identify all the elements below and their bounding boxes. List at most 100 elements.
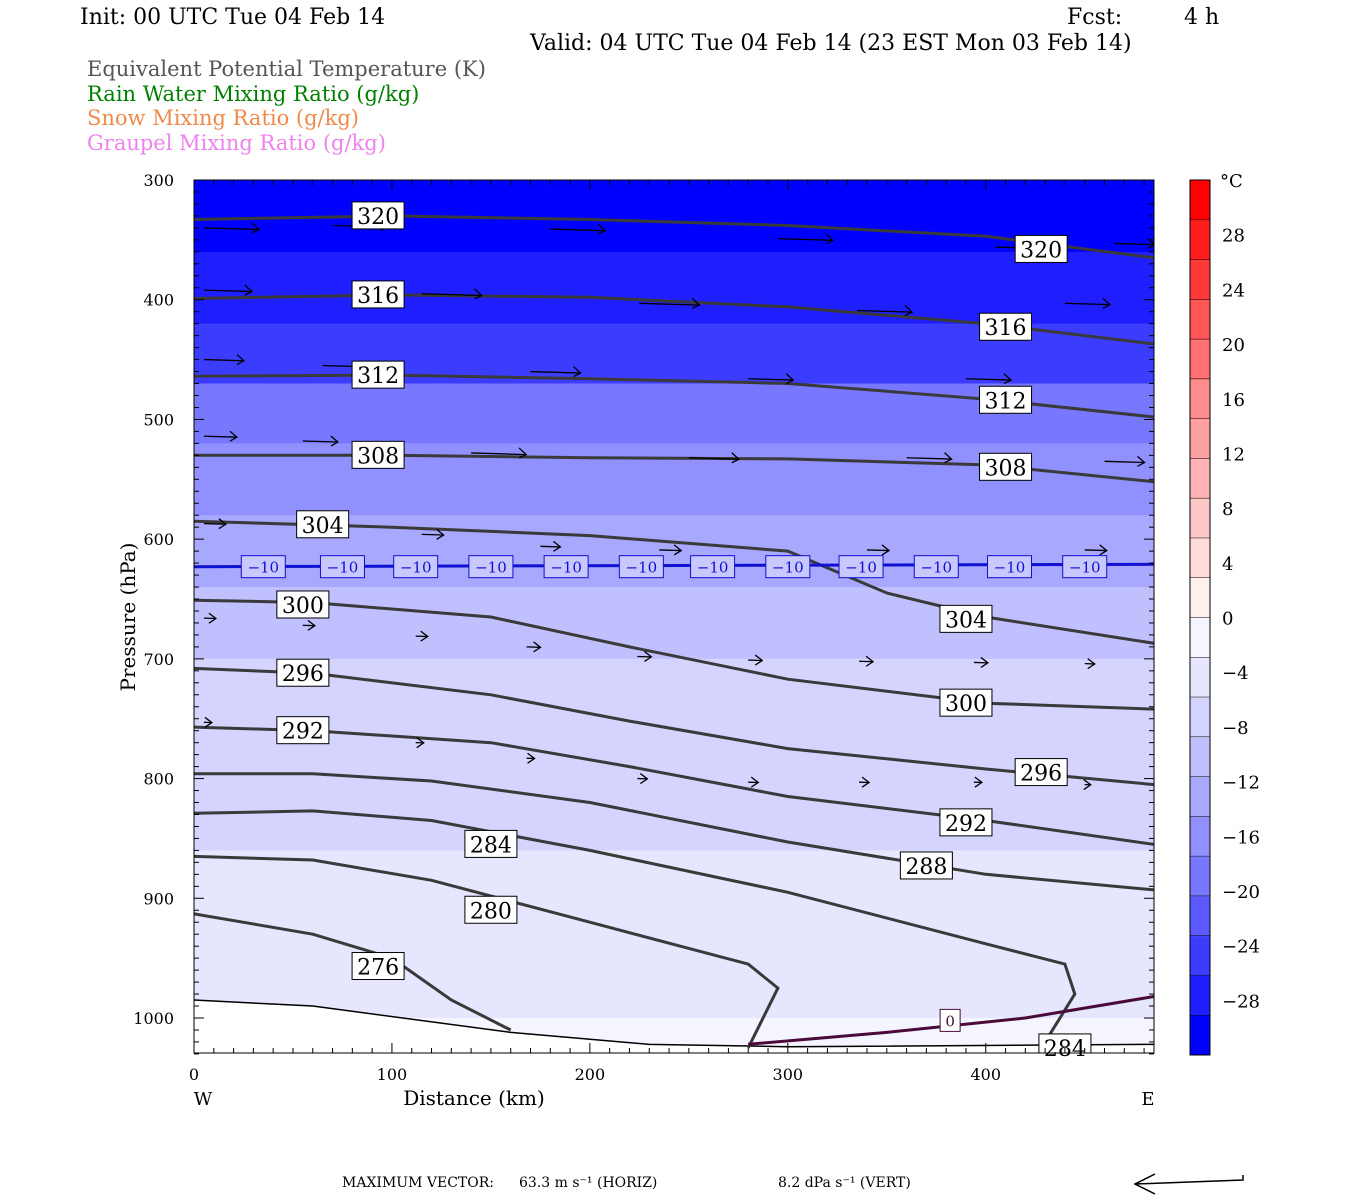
wind-vector-head [639, 773, 649, 785]
wind-vector-head [552, 540, 562, 552]
theta-e-contour-280 [194, 854, 780, 1049]
wind-vector [550, 228, 606, 232]
wind-vector [659, 549, 682, 552]
colorbar-swatch [1190, 299, 1210, 340]
colorbar-swatch [1190, 418, 1210, 459]
isotherm-minus10-label: −10 [475, 559, 507, 577]
theta-e-label-box [276, 658, 330, 687]
wind-vector [906, 457, 952, 460]
wind-vector-head [1083, 779, 1092, 791]
wind-vector-head [204, 716, 214, 728]
wind-vector-head [1146, 237, 1154, 250]
colorbar-tick-label: −24 [1222, 937, 1260, 958]
wind-vector-head [527, 752, 536, 764]
colorbar-tick-label: 4 [1222, 554, 1233, 575]
colorbar-tick-label: 12 [1222, 444, 1245, 465]
colorbar-swatch [1190, 776, 1210, 817]
theta-e-label: 308 [357, 444, 399, 469]
wind-vector [1084, 549, 1107, 552]
theta-e-label-box [979, 312, 1033, 341]
x-tick-label: 300 [773, 1065, 804, 1084]
temperature-band [194, 754, 1154, 852]
theta-e-label-box [464, 829, 518, 858]
isotherm-minus10-label: −10 [772, 559, 804, 577]
x-right-end-label: E [1141, 1089, 1154, 1110]
wind-vector-head [1003, 373, 1013, 385]
theta-e-label: 300 [282, 594, 324, 619]
colorbar-swatch [1190, 617, 1210, 658]
wind-vector [203, 435, 237, 438]
colorbar-tick-label: −16 [1222, 827, 1260, 848]
wind-vector-head [474, 288, 483, 300]
x-tick-label: 100 [377, 1065, 408, 1084]
wind-vector [421, 293, 482, 297]
isotherm-zero-label: 0 [945, 1012, 955, 1030]
theta-e-label-box [1014, 758, 1068, 787]
wind-vector-head [1087, 658, 1096, 670]
wind-vector-head [881, 544, 891, 556]
max-vector-label: MAXIMUM VECTOR: [342, 1175, 494, 1191]
y-tick-label: 700 [143, 650, 174, 669]
theta-e-label-box [351, 360, 405, 389]
wind-vector [777, 238, 833, 241]
wind-vector [1104, 460, 1145, 464]
legend-graupel: Graupel Mixing Ratio (g/kg) [87, 131, 386, 155]
wind-vector-head [518, 447, 528, 459]
wind-vector [540, 545, 561, 548]
colorbar-frame [1189, 179, 1211, 1056]
wind-vector-head [785, 373, 795, 385]
y-tick-label: 500 [143, 410, 174, 429]
isotherm-minus10-label-box [1062, 555, 1108, 579]
theta-e-label: 304 [302, 514, 344, 539]
theta-e-label: 312 [357, 364, 399, 389]
colorbar-swatch [1190, 537, 1210, 579]
colorbar-swatch [1190, 975, 1210, 1016]
theta-e-label-box [939, 604, 993, 633]
colorbar-swatch [1190, 219, 1210, 261]
wind-vector-head [754, 654, 764, 666]
forecast-label: Fcst: [1067, 5, 1123, 30]
theta-e-label-box [939, 808, 993, 837]
wind-vector-head [307, 619, 316, 631]
temperature-band [194, 946, 1154, 1019]
wind-vector [1064, 302, 1110, 306]
colorbar-tick-label: 24 [1222, 280, 1245, 301]
colorbar-swatch [1190, 816, 1210, 857]
colorbar-swatch [1190, 259, 1210, 300]
isotherm-minus10-label: −10 [327, 559, 359, 577]
theta-e-label: 316 [985, 316, 1027, 341]
isotherm-minus10-label: −10 [994, 559, 1026, 577]
wind-vector [866, 549, 890, 552]
wind-vector-head [731, 452, 740, 464]
isotherm-minus10-label-box [618, 555, 664, 579]
colorbar-unit: °C [1220, 171, 1243, 192]
wind-vector [203, 289, 252, 293]
wind-vector-head [229, 430, 239, 442]
wind-vector-head [643, 650, 653, 663]
theta-e-label: 284 [470, 833, 512, 858]
legend-rain-water: Rain Water Mixing Ratio (g/kg) [87, 82, 420, 106]
wind-vector-head [533, 641, 542, 653]
wind-vector-head [251, 222, 261, 234]
y-axis-title: Pressure (hPa) [116, 543, 140, 692]
isotherm-zero-label-box [939, 1008, 961, 1032]
wind-vector [203, 227, 259, 231]
wind-vector [639, 302, 700, 306]
temperature-band [194, 658, 1154, 756]
theta-e-label-box [351, 280, 405, 309]
temperature-band [194, 587, 1154, 660]
colorbar-tick-label: −12 [1222, 773, 1260, 794]
max-vector-horiz: 63.3 m s⁻¹ (HORIZ) [519, 1175, 658, 1191]
theta-e-label-box [464, 895, 518, 924]
isotherm-minus10-label-box [543, 555, 589, 579]
wind-vector-head [750, 776, 760, 788]
wind-vector-head [236, 354, 246, 366]
theta-e-label: 296 [1020, 762, 1062, 787]
y-tick-label: 300 [143, 171, 174, 190]
wind-vector [857, 309, 913, 313]
wind-vector [421, 533, 444, 536]
theta-e-label-box [351, 952, 405, 981]
isotherm-minus10-label: −10 [550, 559, 582, 577]
isotherm-minus10-label: −10 [697, 559, 729, 577]
isotherm-minus10-label-box [393, 555, 439, 579]
